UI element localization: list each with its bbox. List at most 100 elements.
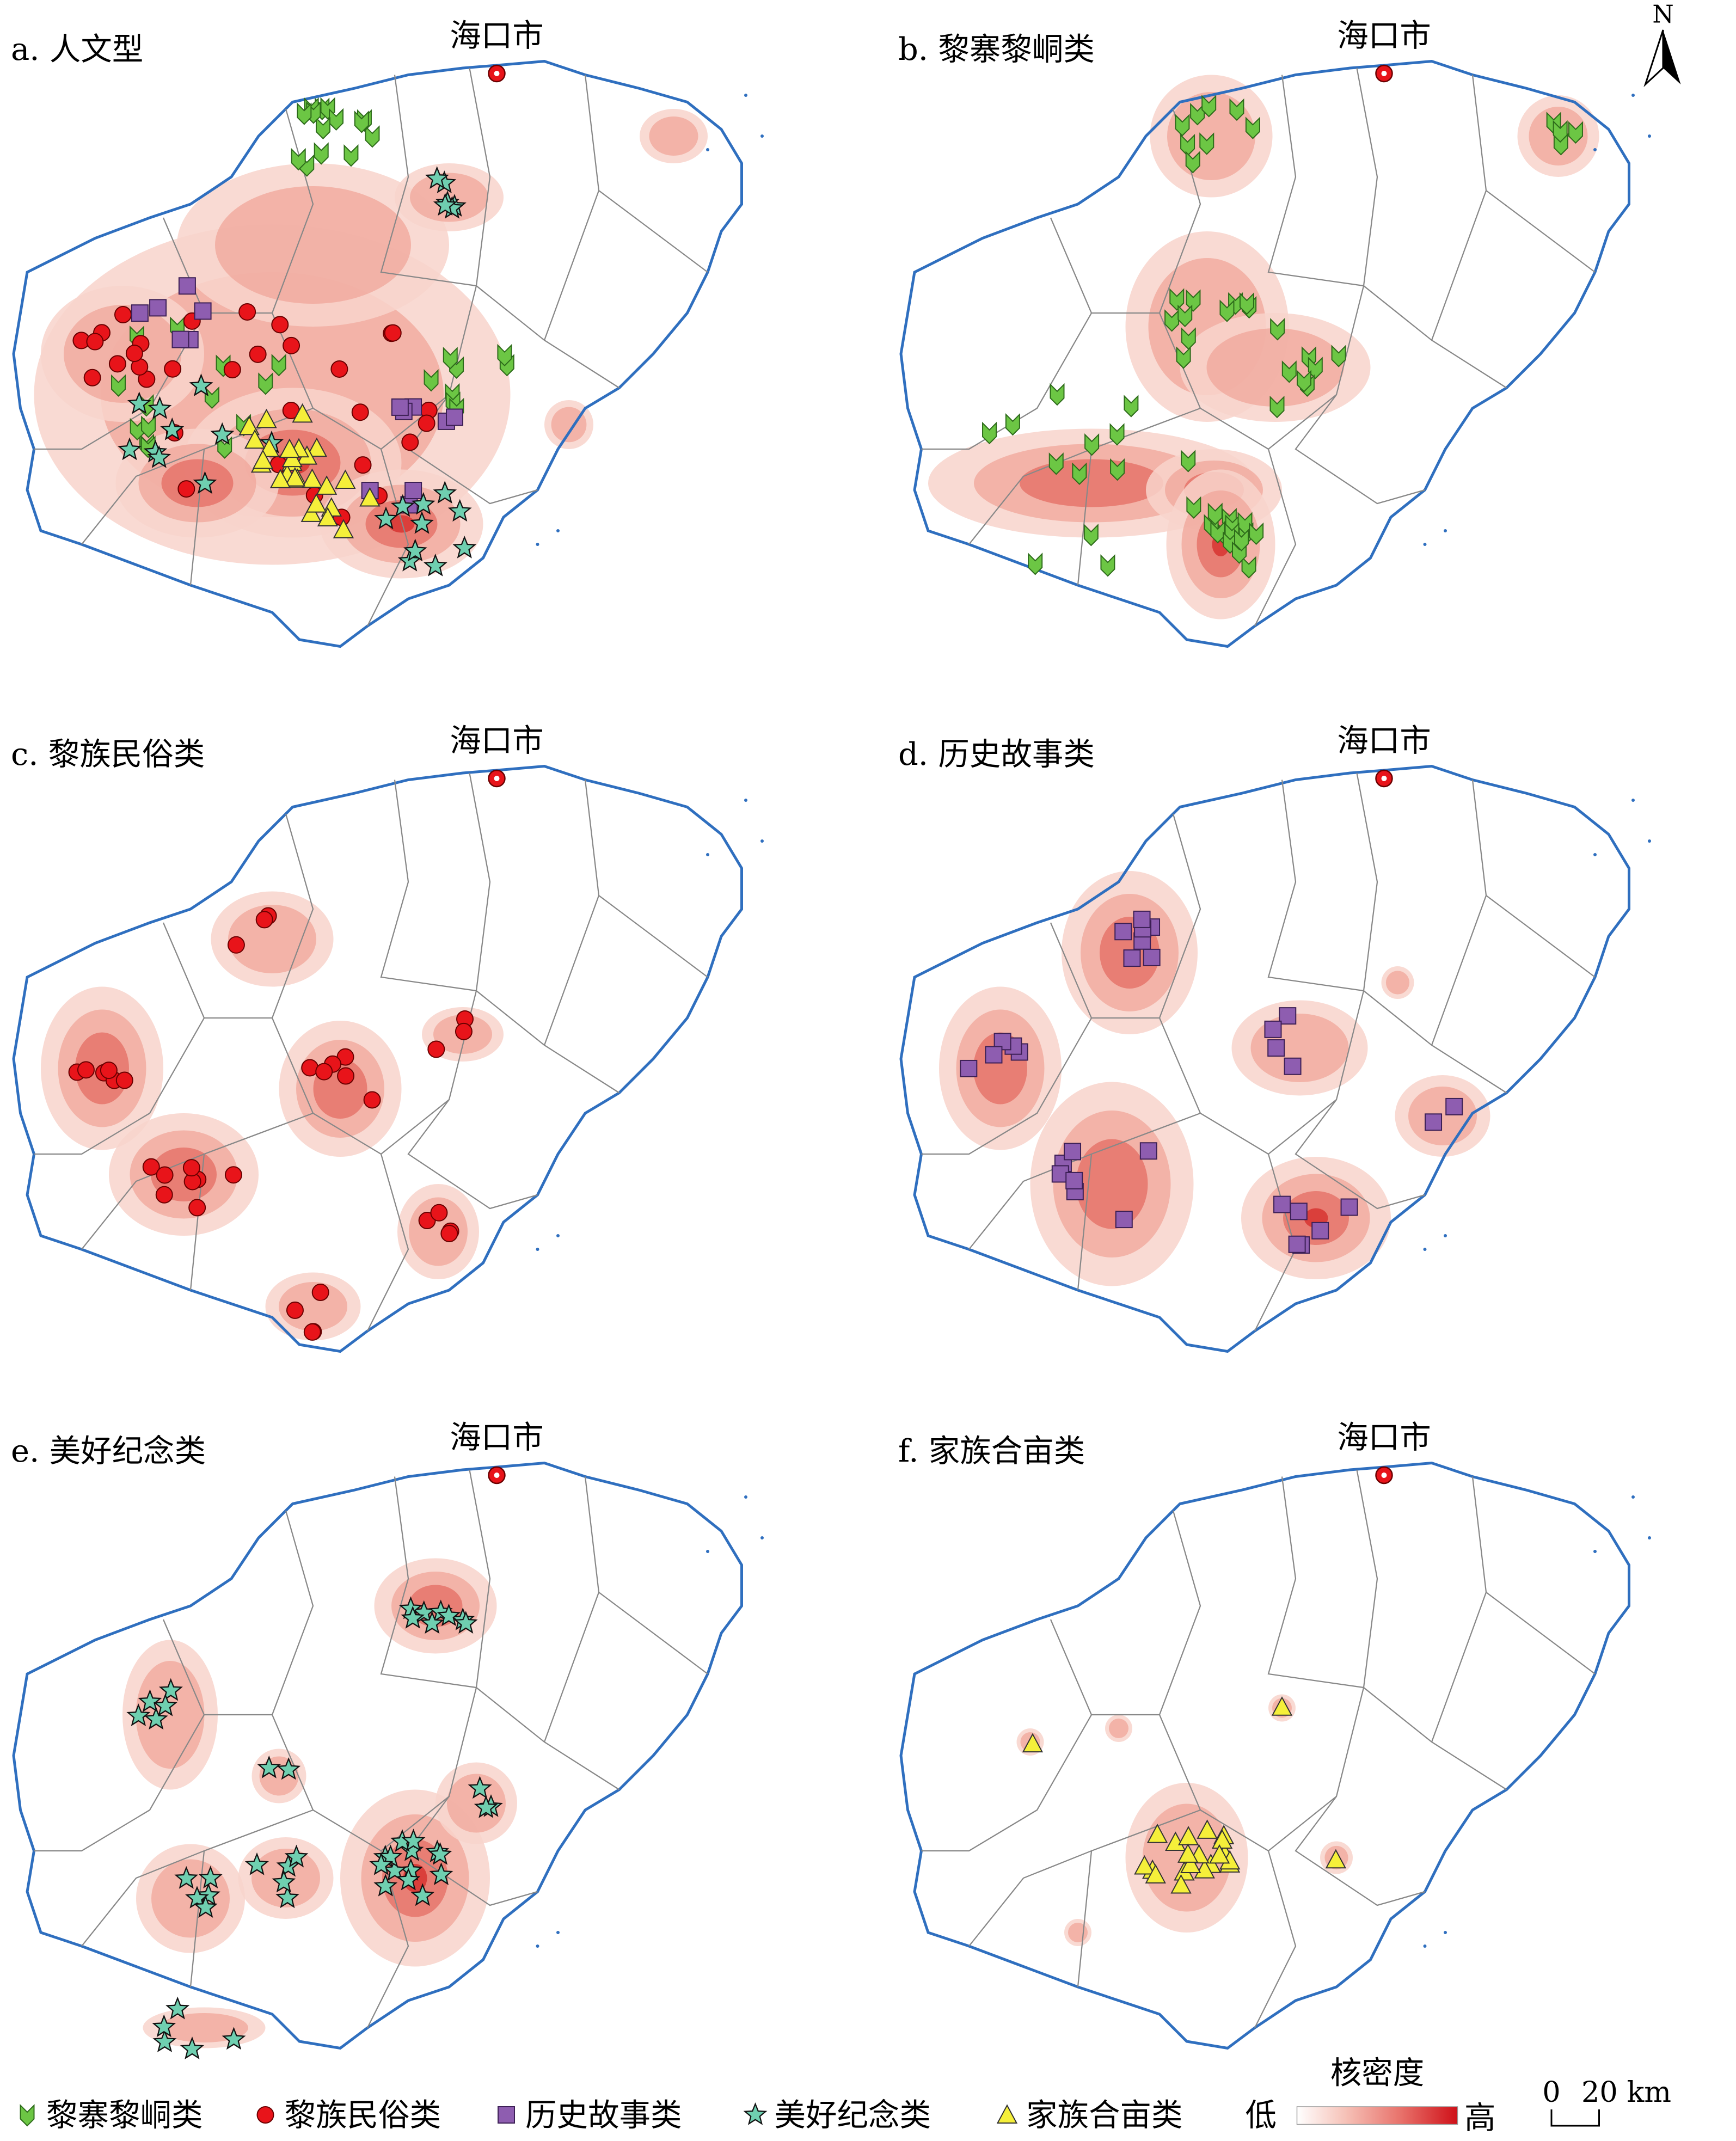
density-blob [1385, 971, 1410, 995]
jiamu-marker [1022, 1733, 1044, 1753]
jiamu-marker [302, 468, 323, 488]
lizhai-marker [291, 148, 306, 171]
lizhai-marker [1229, 98, 1244, 121]
city-marker-dot [494, 1473, 500, 1478]
minsu-marker [156, 1166, 174, 1184]
minsu-marker [177, 480, 195, 498]
density-blob [215, 186, 411, 304]
minsu-marker [315, 1063, 333, 1081]
density-title: 核密度 [1330, 2055, 1425, 2091]
lizhai-marker [141, 415, 156, 438]
minsu-marker [164, 360, 182, 378]
islet [1444, 1234, 1447, 1237]
county-border [921, 1619, 1093, 1852]
jiamu-marker [269, 469, 291, 488]
lishi-marker [1311, 1222, 1329, 1240]
lizhai-marker [1270, 318, 1285, 341]
islet [744, 799, 747, 802]
lizhai-marker [111, 374, 126, 397]
county-border [1268, 1796, 1337, 1851]
jiamu-marker [317, 507, 339, 527]
jiamu-marker [306, 437, 328, 457]
county-border [81, 448, 205, 545]
county-border [381, 1796, 450, 1851]
minsu-marker [256, 2106, 274, 2124]
minsu-marker [108, 355, 126, 373]
density-blob [136, 1661, 205, 1769]
county-border [1267, 1476, 1507, 1790]
lizhai-marker [443, 347, 458, 370]
lizhai-marker [1281, 360, 1297, 383]
city-label: 海口市 [1337, 722, 1431, 759]
jinian-marker [174, 1866, 199, 1889]
lishi-marker [1065, 1171, 1083, 1189]
county-border [1356, 772, 1378, 991]
legend-label: 美好纪念类 [775, 2097, 931, 2133]
density-blob [1206, 328, 1344, 407]
islet [536, 543, 539, 546]
scale-start: 0 [1542, 2076, 1560, 2109]
jinian-marker [165, 1996, 190, 2020]
map-panel: b. 黎寨黎峒类 海口市 [898, 17, 1651, 648]
islet [1444, 529, 1447, 532]
island-outline [12, 1461, 744, 2050]
county-border [34, 1619, 205, 1852]
islet [1423, 1248, 1427, 1251]
county-border [543, 1592, 600, 1743]
minsu-marker [455, 1022, 473, 1040]
lishi-marker [178, 277, 196, 295]
jinian-marker [257, 1755, 281, 1778]
minsu-marker [155, 1186, 173, 1204]
panel-label: e. 美好纪念类 [11, 1433, 206, 1469]
north-arrow [1663, 30, 1681, 85]
minsu-marker [182, 1159, 200, 1177]
lishi-marker [1288, 1235, 1306, 1253]
county-border [921, 217, 1093, 450]
jinian-marker [453, 1611, 478, 1634]
minsu-marker [430, 1204, 448, 1222]
minsu-marker [255, 911, 273, 929]
jinian-marker [468, 1776, 492, 1799]
lizhai-marker [20, 2104, 35, 2127]
jinian-marker [284, 1844, 309, 1868]
jiamu-marker [1325, 1849, 1347, 1869]
county-border [34, 922, 205, 1155]
lizhai-marker [1186, 289, 1201, 312]
jiamu-marker [244, 429, 266, 449]
jinian-marker [138, 1689, 162, 1712]
county-border [1431, 1592, 1487, 1743]
minsu-marker [114, 305, 132, 323]
map-panel: e. 美好纪念类 海口市 [11, 1419, 764, 2059]
jinian-marker [158, 1678, 183, 1701]
minsu-marker [440, 1224, 458, 1242]
north-label: N [1652, 0, 1673, 29]
islet [556, 1234, 560, 1237]
county-border [407, 990, 538, 1210]
islet [1423, 1944, 1427, 1948]
density-blob [1068, 1923, 1088, 1942]
islet [1423, 543, 1427, 546]
island-outline [899, 764, 1631, 1353]
jinian-marker [447, 499, 472, 522]
minsu-marker [249, 345, 267, 363]
islet [1593, 148, 1597, 152]
jinian-marker [222, 2027, 246, 2050]
density-high: 高 [1464, 2100, 1496, 2136]
minsu-marker [351, 403, 369, 421]
jiamu-marker [1194, 1859, 1215, 1879]
minsu-marker [224, 1166, 242, 1184]
lizhai-marker [1269, 395, 1285, 419]
county-border [381, 394, 450, 450]
city-label: 海口市 [450, 1419, 544, 1456]
lizhai-marker [497, 343, 512, 367]
island-outline [12, 764, 744, 1353]
island-outline [899, 1461, 1631, 2050]
lizhai-marker [1083, 524, 1099, 547]
jinian-marker [272, 1869, 296, 1893]
lishi-marker [149, 299, 167, 317]
jinian-marker [743, 2102, 768, 2125]
jinian-marker [403, 538, 427, 562]
lishi-marker [446, 408, 464, 426]
density-blob [228, 905, 317, 974]
